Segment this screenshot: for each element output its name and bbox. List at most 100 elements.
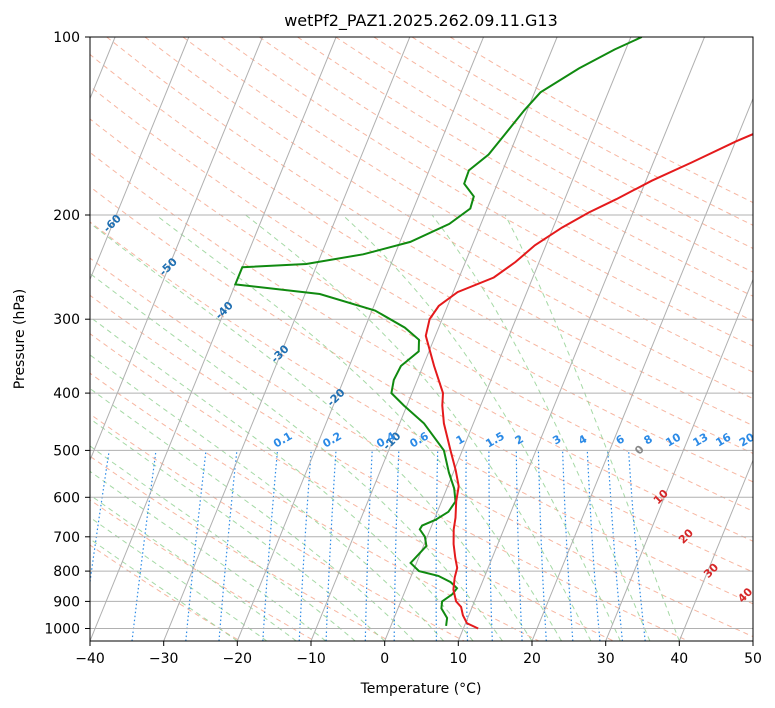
adiabat-label: 20 [676, 526, 696, 546]
x-tick-label: 40 [670, 651, 688, 667]
temperature-profile-line [424, 133, 753, 630]
isotherm-gridline [236, 37, 484, 641]
mixing-ratio-label: 0.2 [321, 429, 344, 450]
x-axis-ticks: −40 −30 −20 −10 0 10 20 30 40 50 [75, 641, 762, 667]
dry-adiabat-line [90, 53, 753, 455]
isotherm-gridline [90, 37, 337, 641]
mixing-ratio-label: 1.5 [483, 429, 506, 450]
x-tick-label: 50 [744, 651, 762, 667]
isotherm-label: -40 [213, 299, 236, 322]
dry-adiabat-line [90, 221, 753, 605]
y-axis-label: Pressure (hPa) [12, 289, 28, 389]
dry-adiabat-line [90, 294, 689, 641]
isotherm-label: -80 [0, 124, 12, 147]
mixing-ratio-line [465, 450, 469, 641]
skewed-isotherm-gridlines [90, 37, 753, 641]
isotherm-label: -50 [157, 255, 180, 278]
y-tick-label: 900 [53, 594, 80, 610]
mixing-ratio-label: 2 [513, 432, 526, 447]
adiabat-label: 10 [651, 487, 671, 507]
inline-labels: -100-90-80-70-60-50-40-30-20-100.10.20.4… [0, 124, 757, 606]
mixing-ratio-line [515, 450, 523, 641]
isotherm-label: -70 [45, 168, 68, 191]
isotherm-gridline [678, 458, 753, 641]
y-axis-ticks: 100 200 300 400 500 600 700 800 900 1000 [44, 30, 90, 638]
dry-adiabat-line [90, 455, 390, 641]
y-tick-label: 1000 [44, 622, 80, 638]
mixing-ratio-label: 4 [576, 432, 589, 447]
dry-adiabat-line [297, 37, 753, 297]
mixing-ratio-label: 3 [550, 432, 563, 447]
dry-adiabat-line [90, 333, 614, 641]
mixing-ratio-label: 13 [691, 431, 711, 450]
mixing-ratio-label: 20 [737, 430, 757, 449]
dry-adiabat-line [144, 37, 753, 400]
moist-adiabat-line [90, 387, 415, 641]
isobar-gridlines [90, 37, 753, 629]
isotherm-gridline [531, 97, 753, 641]
isotherm-gridline [90, 37, 263, 462]
dry-adiabat-line [335, 37, 753, 273]
chart-title: wetPf2_PAZ1.2025.262.09.11.G13 [284, 11, 558, 31]
x-axis-label: Temperature (°C) [360, 681, 482, 697]
moist-adiabat-line [90, 470, 327, 641]
moist-adiabat-line [155, 214, 562, 641]
x-tick-label: 0 [380, 651, 389, 667]
dry-adiabat-line [90, 544, 241, 641]
x-tick-label: 10 [449, 651, 467, 667]
plot-frame [89, 36, 754, 642]
dry-adiabat-line [90, 186, 753, 573]
mixing-ratio-line [90, 450, 110, 587]
mixing-ratio-line [325, 450, 337, 641]
moist-adiabat-line [90, 538, 238, 641]
x-tick-label: −20 [223, 651, 253, 667]
dry-adiabat-line [259, 37, 753, 322]
x-tick-label: −40 [75, 651, 105, 667]
dry-adiabat-line [90, 85, 753, 483]
dry-adiabat-line [182, 37, 753, 373]
x-tick-label: 20 [523, 651, 541, 667]
y-tick-label: 600 [53, 490, 80, 506]
y-tick-label: 300 [53, 312, 80, 328]
isotherm-gridline [90, 37, 190, 281]
isotherm-label: -20 [324, 386, 347, 409]
moist-adiabat-line [504, 214, 680, 641]
y-tick-label: 500 [53, 443, 80, 459]
moist-adiabat-line [342, 214, 621, 641]
x-tick-label: −30 [149, 651, 179, 667]
x-tick-label: −10 [296, 651, 326, 667]
dry-adiabat-line [411, 37, 753, 226]
mixing-ratio-label: 16 [713, 430, 733, 449]
moist-adiabat-line [90, 494, 297, 641]
mixing-ratio-line [364, 450, 373, 641]
adiabat-label: 30 [701, 560, 721, 580]
y-tick-label: 100 [53, 30, 80, 46]
isotherm-gridline [310, 37, 558, 641]
mixing-ratio-line [262, 450, 279, 641]
dry-adiabat-line [90, 499, 315, 641]
dry-adiabat-line [90, 118, 753, 512]
x-tick-label: 30 [597, 651, 615, 667]
y-tick-label: 700 [53, 530, 80, 546]
dry-adiabat-line [90, 257, 753, 638]
mixing-ratio-line [218, 450, 238, 641]
dewpoint-profile-line [233, 37, 643, 627]
mixing-ratio-label: 10 [663, 430, 683, 449]
dry-adiabat-line [90, 151, 753, 542]
moist-adiabat-line [90, 272, 503, 641]
dry-adiabat-line [106, 37, 753, 427]
isotherm-label: -30 [268, 342, 291, 365]
y-tick-label: 200 [53, 208, 80, 224]
moist-adiabat-line [431, 214, 651, 641]
moist-adiabat-line [245, 214, 592, 641]
moist-adiabats [90, 214, 680, 641]
moist-adiabat-line [90, 222, 533, 641]
isotherm-gridline [457, 37, 705, 641]
isotherm-gridline [752, 639, 753, 641]
plot-area: -100-90-80-70-60-50-40-30-20-100.10.20.4… [0, 37, 757, 641]
y-tick-label: 400 [53, 386, 80, 402]
moist-adiabat-line [90, 516, 268, 641]
mixing-ratio-label: 0.1 [271, 429, 294, 450]
mixing-ratio-line [488, 450, 493, 641]
